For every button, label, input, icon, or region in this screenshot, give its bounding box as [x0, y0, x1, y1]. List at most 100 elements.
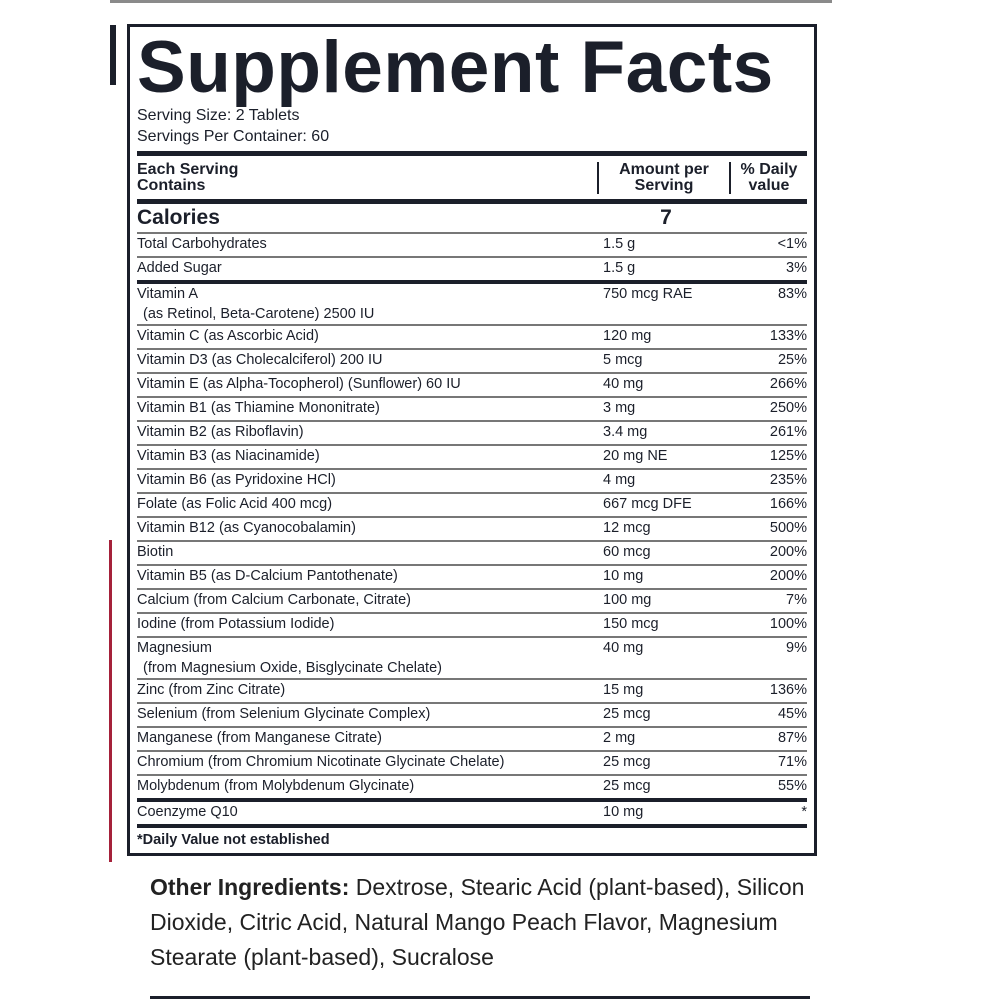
nutrient-row: Vitamin B1 (as Thiamine Mononitrate) 3 m…	[137, 398, 807, 422]
servings-per-container: Servings Per Container: 60	[137, 128, 330, 145]
nutrient-name-cell: Molybdenum (from Molybdenum Glycinate)	[137, 776, 597, 796]
nutrient-row: Folate (as Folic Acid 400 mcg) 667 mcg D…	[137, 494, 807, 518]
nutrient-name: Added Sugar	[137, 260, 222, 276]
nutrient-name: Molybdenum (from Molybdenum Glycinate)	[137, 778, 415, 794]
nutrient-daily-value: 500%	[769, 520, 807, 536]
nutrient-name: Vitamin B5 (as D-Calcium Pantothenate)	[137, 568, 398, 584]
nutrient-row: Total Carbohydrates 1.5 g <1%	[137, 234, 807, 258]
nutrient-name: Chromium (from Chromium Nicotinate Glyci…	[137, 754, 505, 770]
nutrient-daily-value: 266%	[769, 376, 807, 392]
nutrient-name-cell: Vitamin E (as Alpha-Tocopherol) (Sunflow…	[137, 374, 597, 394]
nutrient-source: (as Retinol, Beta-Carotene) 2500 IU	[143, 306, 375, 322]
nutrient-name-cell: Biotin	[137, 542, 597, 562]
nutrient-name-cell: Vitamin B2 (as Riboflavin)	[137, 422, 597, 442]
nutrient-amount: 150 mcg	[603, 616, 659, 632]
nutrient-amount: 25 mcg	[603, 778, 651, 794]
nutrient-daily-value: <1%	[777, 236, 807, 252]
nutrient-row: Zinc (from Zinc Citrate) 15 mg 136%	[137, 680, 807, 704]
nutrient-name-cell: Vitamin D3 (as Cholecalciferol) 200 IU	[137, 350, 597, 370]
nutrient-row: Vitamin B12 (as Cyanocobalamin) 12 mcg 5…	[137, 518, 807, 542]
nutrient-row: Calcium (from Calcium Carbonate, Citrate…	[137, 590, 807, 614]
nutrient-name-cell: Manganese (from Manganese Citrate)	[137, 728, 597, 748]
nutrient-name: Vitamin C (as Ascorbic Acid)	[137, 328, 319, 344]
nutrient-daily-value: 235%	[769, 472, 807, 488]
nutrient-name-cell: Iodine (from Potassium Iodide)	[137, 614, 597, 634]
nutrient-name-cell: Vitamin B6 (as Pyridoxine HCl)	[137, 470, 597, 490]
nutrient-name: Total Carbohydrates	[137, 236, 267, 252]
nutrient-row: Vitamin B2 (as Riboflavin) 3.4 mg 261%	[137, 422, 807, 446]
nutrient-name-cell: Vitamin B1 (as Thiamine Mononitrate)	[137, 398, 597, 418]
calories-amount: 7	[660, 206, 672, 229]
nutrient-row: Vitamin B3 (as Niacinamide) 20 mg NE 125…	[137, 446, 807, 470]
nutrient-amount: 60 mcg	[603, 544, 651, 560]
nutrient-amount: 100 mg	[603, 592, 652, 608]
nutrient-amount: 4 mg	[603, 472, 636, 488]
nutrient-name-cell: Vitamin A (as Retinol, Beta-Carotene) 250…	[137, 284, 597, 324]
nutrient-name: Vitamin B12 (as Cyanocobalamin)	[137, 520, 356, 536]
nutrient-daily-value: 7%	[786, 592, 807, 608]
nutrient-name-cell: Calcium (from Calcium Carbonate, Citrate…	[137, 590, 597, 610]
nutrient-row: Vitamin A (as Retinol, Beta-Carotene) 250…	[137, 284, 807, 326]
nutrient-amount: 10 mg	[603, 804, 644, 820]
nutrient-name: Vitamin D3 (as Cholecalciferol) 200 IU	[137, 352, 383, 368]
nutrient-daily-value: 200%	[769, 568, 807, 584]
calories-label: Calories	[137, 206, 220, 229]
nutrient-row: Iodine (from Potassium Iodide) 150 mcg 1…	[137, 614, 807, 638]
calories-row: Calories 7	[137, 204, 807, 234]
nutrient-row: Vitamin D3 (as Cholecalciferol) 200 IU 5…	[137, 350, 807, 374]
nutrient-row: Added Sugar 1.5 g 3%	[137, 258, 807, 284]
nutrient-name: Vitamin B6 (as Pyridoxine HCl)	[137, 472, 336, 488]
nutrient-name-cell: Vitamin B3 (as Niacinamide)	[137, 446, 597, 466]
header-contains: Each Serving Contains	[137, 160, 239, 194]
nutrient-daily-value: 136%	[769, 682, 807, 698]
nutrient-name-cell: Vitamin B5 (as D-Calcium Pantothenate)	[137, 566, 597, 586]
footnote: *Daily Value not established	[137, 832, 330, 848]
nutrient-amount: 1.5 g	[603, 260, 636, 276]
nutrient-name: Iodine (from Potassium Iodide)	[137, 616, 335, 632]
nutrient-daily-value: 200%	[769, 544, 807, 560]
nutrient-amount: 2 mg	[603, 730, 636, 746]
nutrient-row: Vitamin C (as Ascorbic Acid) 120 mg 133%	[137, 326, 807, 350]
nutrient-daily-value: 45%	[777, 706, 807, 722]
top-divider	[110, 0, 832, 3]
nutrient-name-cell: Zinc (from Zinc Citrate)	[137, 680, 597, 700]
nutrient-daily-value: 25%	[777, 352, 807, 368]
nutrient-name-cell: Vitamin B12 (as Cyanocobalamin)	[137, 518, 597, 538]
nutrient-daily-value: 125%	[769, 448, 807, 464]
nutrient-name: Manganese (from Manganese Citrate)	[137, 730, 383, 746]
nutrient-amount: 1.5 g	[603, 236, 636, 252]
nutrient-name-cell: Selenium (from Selenium Glycinate Comple…	[137, 704, 597, 724]
nutrient-name: Vitamin B2 (as Riboflavin)	[137, 424, 304, 440]
nutrient-daily-value: 250%	[769, 400, 807, 416]
serving-size: Serving Size: 2 Tablets	[137, 107, 300, 124]
nutrient-daily-value: 87%	[777, 730, 807, 746]
nutrient-name: Vitamin B1 (as Thiamine Mononitrate)	[137, 400, 380, 416]
header-amount: Amount per Serving	[597, 161, 729, 194]
nutrient-amount: 5 mcg	[603, 352, 643, 368]
other-ingredients-text: Dextrose, Stearic Acid (plant-based), Si…	[150, 874, 805, 970]
nutrient-row: Molybdenum (from Molybdenum Glycinate) 2…	[137, 776, 807, 802]
nutrient-row: Chromium (from Chromium Nicotinate Glyci…	[137, 752, 807, 776]
nutrient-row: Vitamin B6 (as Pyridoxine HCl) 4 mg 235%	[137, 470, 807, 494]
nutrient-amount: 120 mg	[603, 328, 652, 344]
nutrient-row: Selenium (from Selenium Glycinate Comple…	[137, 704, 807, 728]
nutrient-amount: 25 mcg	[603, 706, 651, 722]
nutrient-amount: 3.4 mg	[603, 424, 648, 440]
nutrient-name-cell: Coenzyme Q10	[137, 802, 597, 822]
nutrient-name-cell: Vitamin C (as Ascorbic Acid)	[137, 326, 597, 346]
nutrient-daily-value: 261%	[769, 424, 807, 440]
table-header: Each Serving Contains Amount per Serving %…	[137, 156, 807, 199]
nutrient-name: Calcium (from Calcium Carbonate, Citrate…	[137, 592, 411, 608]
nutrient-amount: 750 mcg RAE	[603, 286, 693, 302]
nutrient-amount: 10 mg	[603, 568, 644, 584]
nutrient-name: Magnesium	[137, 640, 212, 656]
nutrient-name-cell: Chromium (from Chromium Nicotinate Glyci…	[137, 752, 597, 772]
panel-title: Supplement Facts	[137, 27, 774, 108]
nutrient-row: Magnesium (from Magnesium Oxide, Bisglyci…	[137, 638, 807, 680]
nutrient-source: (from Magnesium Oxide, Bisglycinate Chel…	[143, 660, 442, 676]
nutrient-amount: 15 mg	[603, 682, 644, 698]
header-daily-value: % Daily value	[729, 161, 807, 194]
nutrient-name: Biotin	[137, 544, 174, 560]
nutrient-daily-value: 55%	[777, 778, 807, 794]
